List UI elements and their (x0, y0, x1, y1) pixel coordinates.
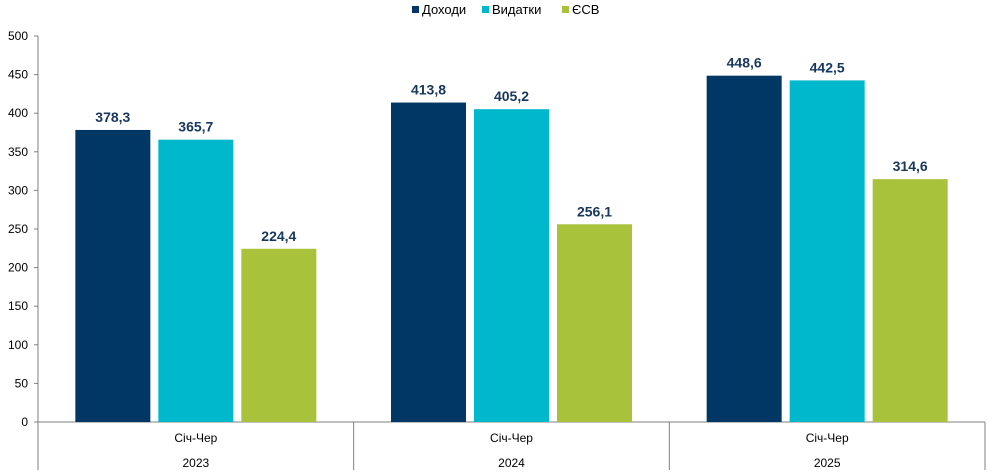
category-period-label: Січ-Чер (174, 431, 217, 445)
y-tick-label: 500 (8, 29, 28, 43)
y-tick-label: 250 (8, 222, 28, 236)
data-label: 314,6 (893, 158, 928, 174)
y-tick-label: 50 (15, 376, 29, 390)
category-year-label: 2023 (182, 456, 209, 470)
category-period-label: Січ-Чер (490, 431, 533, 445)
y-tick-label: 350 (8, 145, 28, 159)
y-tick-label: 0 (21, 415, 28, 429)
data-label: 256,1 (577, 203, 612, 219)
category-year-label: 2024 (498, 456, 525, 470)
bar-Доходи (391, 102, 466, 423)
bar-ЄСВ (557, 224, 632, 422)
legend-swatch (412, 6, 419, 13)
bar-Доходи (706, 75, 782, 423)
category-year-label: 2025 (814, 456, 841, 470)
category-period-label: Січ-Чер (806, 431, 849, 445)
bar-ЄСВ (872, 179, 948, 422)
legend-label: Видатки (492, 2, 541, 17)
data-label: 365,7 (178, 119, 213, 135)
legend-swatch (482, 6, 489, 13)
bar-Видатки (474, 109, 549, 422)
data-label: 378,3 (95, 109, 130, 125)
data-label: 413,8 (411, 82, 446, 98)
bar-Доходи (75, 129, 151, 422)
y-tick-label: 400 (8, 106, 28, 120)
legend-label: ЄСВ (572, 2, 599, 17)
y-tick-label: 300 (8, 183, 28, 197)
bar-Видатки (158, 139, 234, 422)
bar-ЄСВ (241, 248, 317, 422)
data-label: 405,2 (494, 88, 529, 104)
y-tick-label: 450 (8, 68, 28, 82)
y-tick-label: 150 (8, 299, 28, 313)
y-tick-label: 100 (8, 338, 28, 352)
legend-swatch (562, 6, 569, 13)
bar-Видатки (789, 80, 865, 422)
data-label: 448,6 (727, 55, 762, 71)
legend-label: Доходи (422, 2, 466, 17)
data-label: 224,4 (261, 228, 296, 244)
data-label: 442,5 (810, 59, 845, 75)
y-tick-label: 200 (8, 261, 28, 275)
